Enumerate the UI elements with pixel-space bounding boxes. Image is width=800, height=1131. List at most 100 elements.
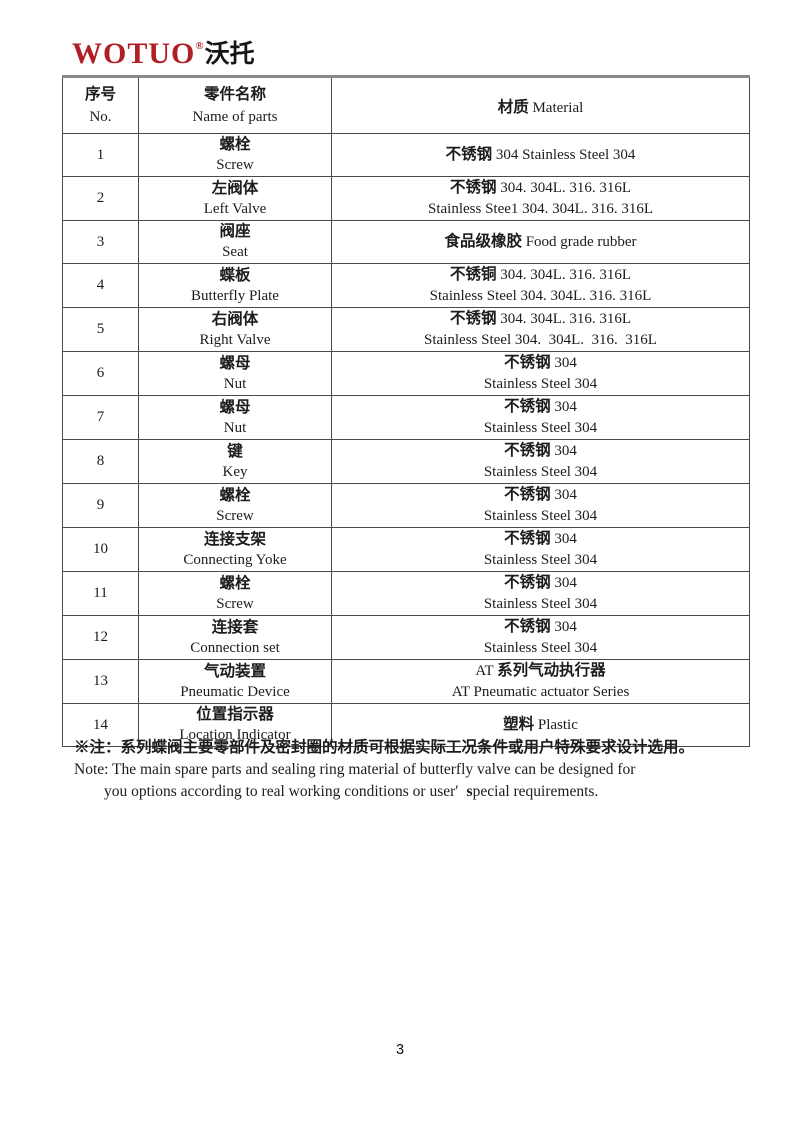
part-name-en: Seat [222,244,248,260]
material-line: 不锈钢 304 Stainless Steel 304 [332,144,749,166]
header-material-en: Material [528,99,584,116]
part-name-cn: 右阀体 [211,310,259,328]
row-number-cell: 12 [62,615,139,660]
material-text-segment: AT [475,663,498,679]
material-cell: 不锈钢 304 Stainless Steel 304 [331,395,750,440]
row-number-cell: 6 [62,351,139,396]
table-header-row: 序号 No. 零件名称 Name of parts 材质 Material [62,76,750,134]
table-row: 9 螺栓 Screw 不锈钢 304 Stainless Steel 304 [62,483,750,528]
part-name-cell: 连接套 Connection set [138,615,332,660]
table-row: 14 位置指示器 Location Indicator 塑料 Plastic [62,703,750,747]
material-text-segment: 系列气动执行器 [497,662,606,679]
row-number-cell: 13 [62,659,139,704]
material-text-segment: 304 [550,619,577,635]
row-number-cell: 8 [62,439,139,484]
material-text-segment: 304. 304L. 316. 316L [496,311,632,327]
header-cell-no: 序号 No. [62,76,139,134]
material-text-segment: 304. 304L. 316. 316L [496,180,632,196]
material-line: AT Pneumatic actuator Series [332,682,749,703]
part-name-cn: 螺栓 [219,574,251,592]
material-text-segment: 不锈钢 [449,310,497,327]
part-name-cn: 阀座 [219,223,251,240]
table-row: 11 螺栓 Screw 不锈钢 304 Stainless Steel 304 [62,571,750,616]
material-line: 不锈钢 304 [332,528,749,550]
note-en2-pre: you options according to real working co… [104,783,467,800]
material-cell: 不锈钢 304 Stainless Steel 304 [331,351,750,396]
row-number-cell: 1 [62,133,139,177]
material-line: Stainless Steel 304. 304L. 316. 316L [332,330,749,351]
material-line: Stainless Stee1 304. 304L. 316. 316L [332,199,749,220]
part-name-cn: 螺栓 [219,136,251,153]
part-name-en: Nut [223,375,247,392]
part-name-en: Key [222,463,248,480]
row-number: 4 [96,277,105,293]
part-name-cn: 螺栓 [219,486,251,504]
row-number: 3 [96,233,105,250]
material-line: Stainless Steel 304 [332,374,749,395]
note-chinese-line: ※注：系列蝶阀主要零部件及密封圈的材质可根据实际工况条件或用户特殊要求设计选用。 [74,739,695,756]
row-number-cell: 4 [62,263,139,308]
part-name-cn: 连接套 [211,618,259,636]
header-material-cn: 材质 [497,98,529,116]
registered-trademark-icon: ® [195,40,204,52]
material-line: 不锈钢 304 [332,440,749,462]
material-cell: 塑料 Plastic [331,703,750,747]
material-text-segment: 塑料 [503,716,535,733]
part-name-cn: 左阀体 [211,179,259,197]
material-line: AT 系列气动执行器 [332,660,749,682]
header-no-en: No. [89,108,112,125]
header-name-en: Name of parts [192,108,278,125]
material-text-segment: 304 [550,487,577,503]
table-row: 1 螺栓 Screw 不锈钢 304 Stainless Steel 304 [62,133,750,177]
table-row: 13 气动装置 Pneumatic Device AT 系列气动执行器 AT Pn… [62,659,750,704]
part-name-cell: 键 Key [138,439,332,484]
part-name-cn: 键 [227,442,243,460]
material-text-segment: Stainless Steel 304. 304L. 316. 316L [429,288,652,304]
material-line: Stainless Steel 304 [332,638,749,659]
part-name-cell: 气动装置 Pneumatic Device [138,659,332,704]
material-cell: 不锈钢 304 Stainless Steel 304 [331,439,750,484]
part-name-en: Right Valve [199,331,271,348]
part-name-cn: 连接支架 [203,530,266,548]
row-number-cell: 2 [62,176,139,221]
material-cell: 不锈钢 304 Stainless Steel 304 [331,615,750,660]
material-text-segment: Stainless Steel 304 [483,508,598,524]
material-cell: 不锈钢 304 Stainless Steel 304 [331,527,750,572]
row-number-cell: 10 [62,527,139,572]
material-text-segment: 不锈铜 [449,266,497,283]
row-number: 6 [96,365,105,381]
material-cell: 不锈钢 304 Stainless Steel 304 [331,571,750,616]
part-name-cell: 蝶板 Butterfly Plate [138,263,332,308]
table-row: 6 螺母 Nut 不锈钢 304 Stainless Steel 304 [62,351,750,396]
material-text-segment: 不锈钢 [504,530,551,547]
parts-material-table: 序号 No. 零件名称 Name of parts 材质 Material 1 … [62,75,750,747]
part-name-en: Screw [216,157,254,173]
material-cell: 不锈钢 304 Stainless Steel 304 [331,133,750,177]
part-name-cell: 阀座 Seat [138,220,332,264]
row-number-cell: 14 [62,703,139,747]
material-text-segment: Stainless Steel 304 [483,596,598,612]
material-line: 不锈铜 304. 304L. 316. 316L [332,264,749,286]
part-name-en: Connection set [190,639,280,656]
part-name-cell: 螺栓 Screw [138,483,332,528]
row-number: 5 [96,321,105,337]
part-name-cn: 气动装置 [203,662,266,680]
material-line: 不锈钢 304 [332,616,749,638]
header-cell-material: 材质 Material [331,76,750,134]
material-text-segment: Stainless Steel 304 [483,420,598,436]
row-number: 2 [96,190,105,206]
material-line: 不锈钢 304. 304L. 316. 316L [332,177,749,199]
header-material: 材质 Material [332,95,749,117]
row-number-cell: 3 [62,220,139,264]
header-name-cn: 零件名称 [203,85,266,103]
material-cell: 不锈铜 304. 304L. 316. 316L Stainless Steel … [331,263,750,308]
part-name-cell: 位置指示器 Location Indicator [138,703,332,747]
part-name-cell: 螺栓 Screw [138,571,332,616]
row-number-cell: 5 [62,307,139,352]
row-number-cell: 9 [62,483,139,528]
note-en2-post: pecial requirements. [472,783,599,800]
part-name-en: Screw [216,595,254,612]
header-no-cn: 序号 [84,85,116,103]
material-text-segment: 不锈钢 [504,574,551,591]
